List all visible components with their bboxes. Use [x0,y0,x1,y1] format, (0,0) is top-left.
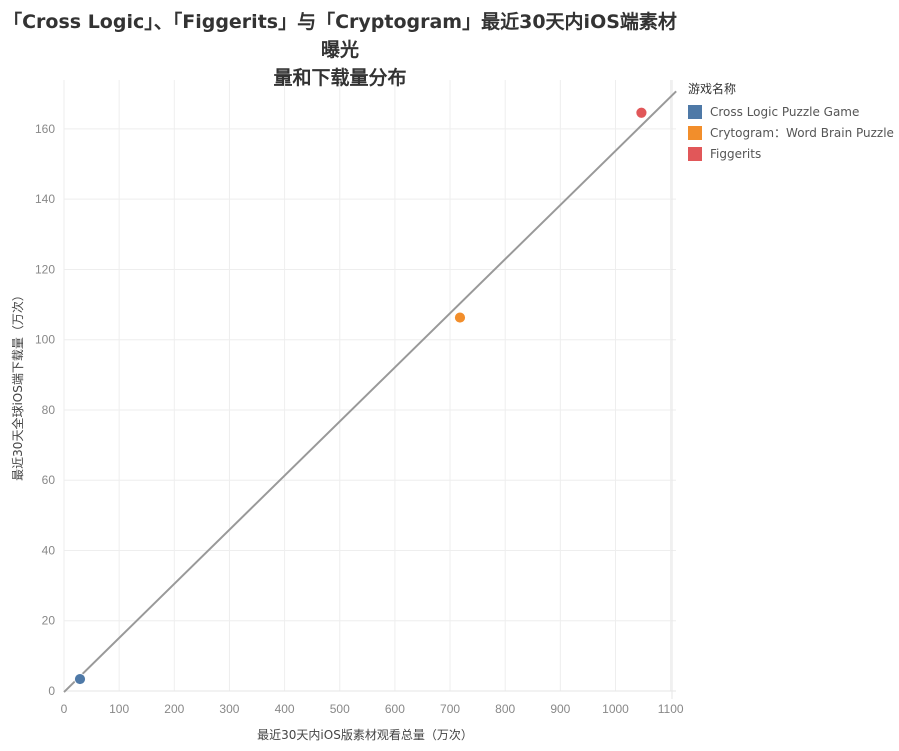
chart-title: 「Cross Logic」、「Figgerits」与「Cryptogram」最近… [0,8,680,92]
x-tick-label: 1000 [602,702,629,716]
x-tick-label: 600 [385,702,405,716]
y-tick-label: 0 [48,684,55,698]
y-tick-label: 60 [42,473,56,487]
x-tick-label: 200 [164,702,184,716]
x-tick-label: 700 [440,702,460,716]
legend-item-figgerits[interactable]: Figgerits [688,143,894,164]
legend: 游戏名称 Cross Logic Puzzle Game Crytogram：W… [688,80,894,164]
y-tick-label: 100 [35,333,55,347]
legend-item-cryptogram[interactable]: Crytogram：Word Brain Puzzle [688,122,894,143]
x-axis-label: 最近30天内iOS版素材观看总量（万次） [257,728,473,742]
y-tick-label: 40 [42,543,56,557]
x-tick-label: 0 [61,702,68,716]
legend-swatch [688,125,702,140]
y-axis-label: 最近30天全球iOS端下载量（万次） [10,289,25,481]
legend-item-cross-logic[interactable]: Cross Logic Puzzle Game [688,101,894,122]
x-tick-label: 900 [550,702,570,716]
y-tick-label: 20 [42,614,56,628]
data-point[interactable] [74,673,86,685]
legend-label: Figgerits [710,146,762,161]
trend-line [63,90,677,693]
y-tick-label: 80 [42,403,56,417]
legend-label: Cross Logic Puzzle Game [710,104,860,119]
y-tick-label: 160 [35,122,55,136]
legend-title: 游戏名称 [688,82,737,96]
x-tick-label: 300 [219,702,239,716]
data-point[interactable] [635,106,648,119]
x-tick-label: 800 [495,702,515,716]
x-tick-label: 100 [109,702,129,716]
title-line-2: 量和下载量分布 [273,67,407,89]
y-tick-label: 120 [35,262,55,276]
data-point[interactable] [454,311,466,324]
legend-swatch [688,104,702,119]
title-line-1: 「Cross Logic」、「Figgerits」与「Cryptogram」最近… [3,11,677,61]
x-tick-label: 1100 [658,702,684,716]
x-tick-label: 400 [275,702,295,716]
y-tick-label: 140 [35,192,55,206]
legend-label: Crytogram：Word Brain Puzzle [710,126,894,140]
legend-swatch [688,146,702,161]
x-tick-label: 500 [330,702,350,716]
